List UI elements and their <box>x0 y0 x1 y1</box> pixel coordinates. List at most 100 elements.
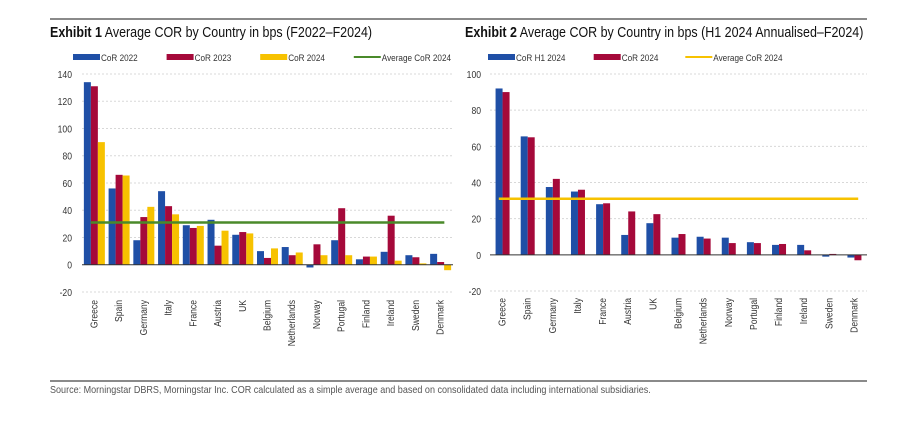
bar <box>746 242 754 255</box>
x-category-label: Germany <box>547 298 558 334</box>
bar <box>158 191 166 265</box>
bar <box>405 255 413 265</box>
bar <box>412 257 420 265</box>
bar <box>394 260 402 265</box>
x-category-label: Netherlands <box>698 298 709 345</box>
bar <box>772 244 780 255</box>
bar <box>646 223 654 255</box>
x-category-label: Sweden <box>410 300 421 331</box>
x-category-label: UK <box>648 297 659 310</box>
x-category-label: Belgium <box>262 300 273 331</box>
y-tick-label: 0 <box>476 250 481 261</box>
source-note: Source: Morningstar DBRS, Morningstar In… <box>50 384 651 396</box>
top-rule <box>50 18 867 20</box>
y-tick-label: 100 <box>58 124 72 135</box>
bar <box>621 234 629 255</box>
bar <box>653 214 661 255</box>
bar <box>753 243 761 255</box>
bar <box>313 244 321 265</box>
bar <box>603 203 611 255</box>
exhibit-2-title-bold: Exhibit 2 <box>465 25 517 41</box>
x-category-label: Greece <box>497 298 508 326</box>
y-tick-label: 60 <box>471 142 481 153</box>
x-category-label: Norway <box>311 300 322 329</box>
bar <box>570 191 578 255</box>
x-category-label: Ireland <box>799 298 810 324</box>
bar <box>221 230 229 265</box>
bar <box>306 264 314 268</box>
y-tick-label: 80 <box>62 151 72 162</box>
y-tick-label: 40 <box>62 206 72 217</box>
bar <box>696 236 704 255</box>
bar <box>331 240 339 265</box>
bar <box>115 174 123 265</box>
bar <box>369 256 377 265</box>
bar <box>577 189 585 255</box>
bar <box>703 238 711 255</box>
bar <box>671 237 679 255</box>
bar <box>207 219 215 265</box>
x-category-label: Italy <box>572 298 583 314</box>
x-category-label: Italy <box>163 300 174 316</box>
x-category-label: France <box>598 298 609 325</box>
bar <box>520 136 528 255</box>
x-category-label: Spain <box>522 298 533 320</box>
x-category-label: Norway <box>723 298 734 327</box>
bar <box>355 259 363 265</box>
y-tick-label: 60 <box>62 178 72 189</box>
exhibit-1-title: Exhibit 1 Average COR by Country in bps … <box>50 25 372 41</box>
bar <box>172 214 180 265</box>
bar <box>182 225 190 265</box>
x-category-label: Austria <box>623 297 634 324</box>
exhibit-1-title-text: Average COR by Country in bps (F2022–F20… <box>104 25 373 41</box>
bar <box>380 251 388 265</box>
bar <box>257 251 264 265</box>
bar <box>854 254 862 261</box>
y-tick-label: -20 <box>469 286 481 297</box>
legend-label: Average CoR 2024 <box>713 52 782 63</box>
legend-swatch <box>488 54 515 60</box>
bar <box>822 254 830 257</box>
bar <box>338 208 346 265</box>
y-tick-label: 0 <box>67 260 72 271</box>
bar <box>797 244 805 255</box>
bar <box>804 250 812 255</box>
bar <box>108 188 116 265</box>
bar <box>437 262 445 265</box>
x-category-label: Portugal <box>336 300 347 332</box>
bar <box>721 237 729 255</box>
legend-label: Average CoR 2024 <box>382 52 451 63</box>
bar <box>502 92 510 255</box>
y-tick-label: 80 <box>471 106 481 117</box>
y-tick-label: 40 <box>471 178 481 189</box>
x-category-label: Austria <box>212 299 223 326</box>
bar <box>728 243 736 255</box>
x-category-label: Greece <box>89 300 100 328</box>
legend-swatch <box>593 54 621 60</box>
legend-swatch <box>260 54 288 60</box>
legend-label: CoR 2022 <box>101 52 138 63</box>
x-category-label: Denmark <box>435 300 446 335</box>
bar <box>345 255 353 265</box>
x-category-label: Finland <box>361 300 372 328</box>
bar <box>90 86 98 265</box>
bar <box>545 187 553 255</box>
x-category-label: Finland <box>773 298 784 326</box>
bar <box>165 206 173 265</box>
y-tick-label: 20 <box>62 233 72 244</box>
legend-label: CoR 2024 <box>288 52 325 63</box>
bar <box>97 142 105 265</box>
bar <box>271 248 278 265</box>
bar <box>387 215 395 265</box>
bar <box>196 225 204 265</box>
legend-swatch <box>73 54 100 60</box>
bar <box>779 243 787 255</box>
x-category-label: Germany <box>138 300 149 336</box>
bar <box>147 206 155 265</box>
bar <box>628 211 636 255</box>
y-tick-label: 120 <box>58 97 72 108</box>
y-tick-label: -20 <box>60 287 72 298</box>
bar <box>83 82 91 265</box>
